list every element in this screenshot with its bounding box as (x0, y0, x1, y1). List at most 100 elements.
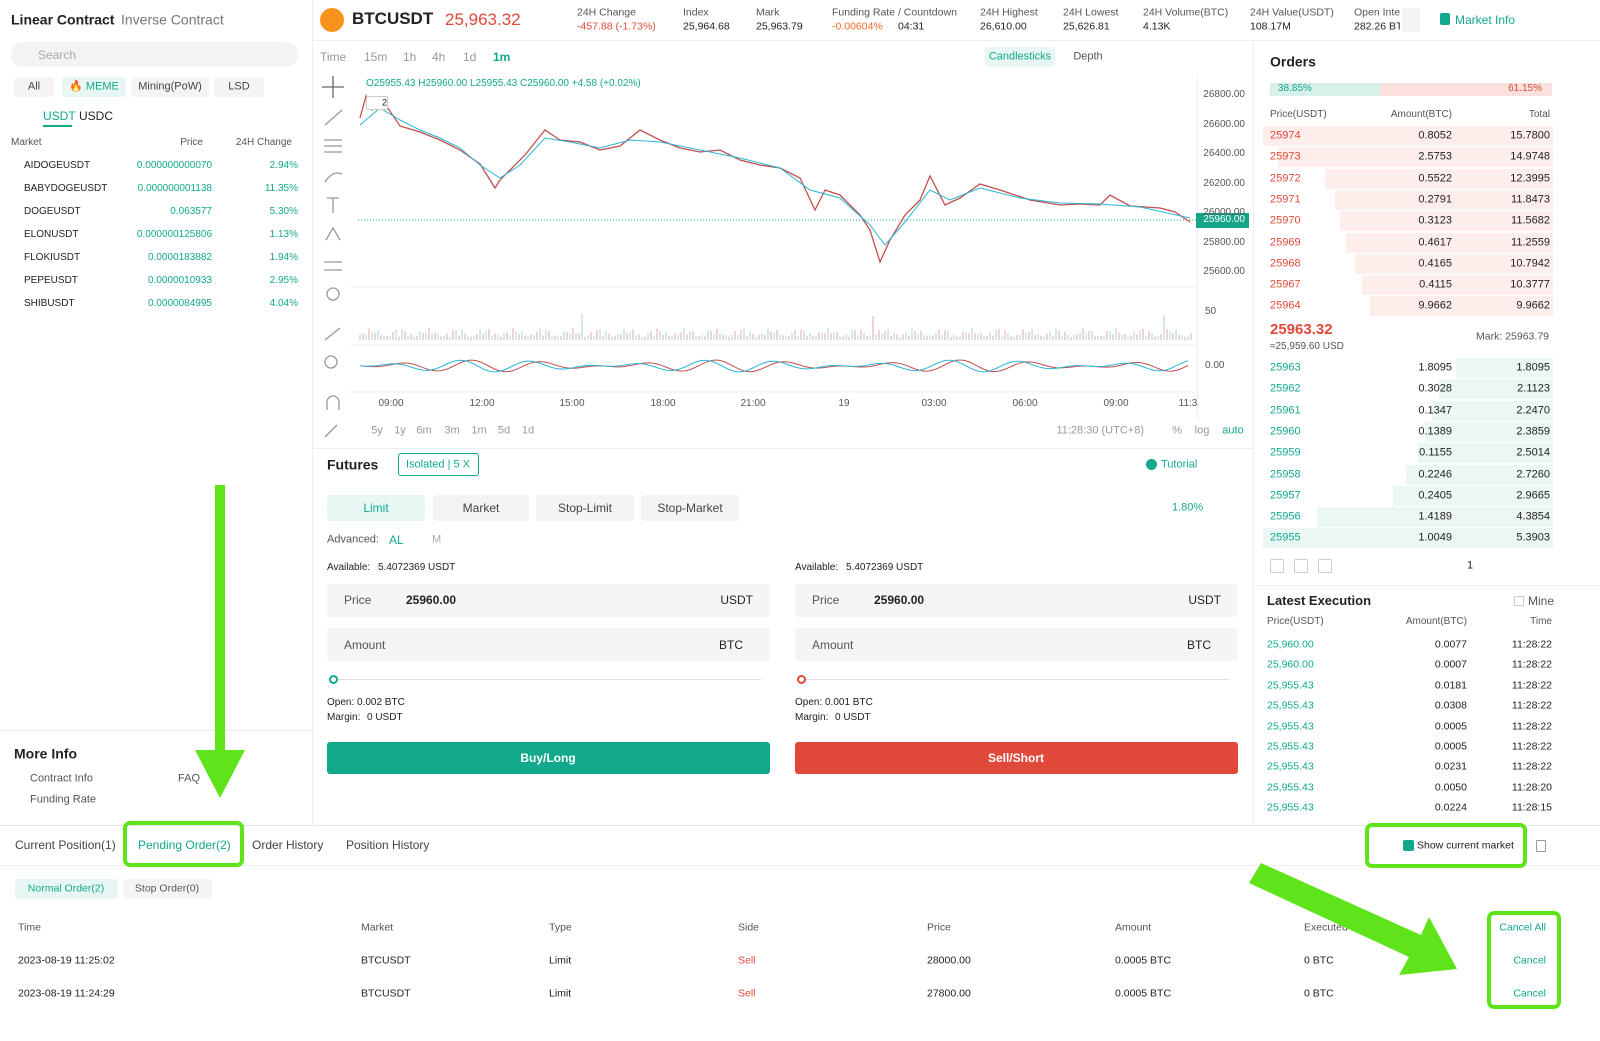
price-input[interactable] (795, 584, 1238, 617)
slider-track[interactable] (333, 679, 761, 680)
input-value[interactable]: 25960.00 (406, 592, 457, 607)
checkbox[interactable] (1403, 840, 1414, 851)
tab[interactable]: Order History (252, 837, 324, 852)
order-type[interactable]: Market (462, 500, 500, 515)
filter-chip[interactable] (14, 77, 54, 97)
layout-toggle[interactable] (1294, 559, 1308, 573)
book-price[interactable]: 25956 (1270, 510, 1301, 523)
range[interactable]: 3m (444, 424, 460, 437)
market-name[interactable]: ELONUSDT (24, 229, 79, 240)
range[interactable]: 1y (394, 424, 406, 437)
interval[interactable]: 1d (463, 49, 477, 64)
book-price[interactable]: 25955 (1270, 531, 1301, 544)
range[interactable]: 1d (521, 424, 535, 437)
order-type-tab[interactable] (433, 495, 529, 521)
link[interactable]: Tutorial (1161, 458, 1198, 471)
scale-option[interactable]: % (1172, 424, 1182, 437)
search-box[interactable] (11, 42, 298, 67)
book-price[interactable]: 25973 (1270, 150, 1301, 163)
filter[interactable]: Mining(PoW) (138, 80, 202, 93)
sub-tab-label[interactable]: Stop Order(0) (134, 882, 200, 895)
range[interactable]: 5y (371, 424, 383, 437)
layout-toggle[interactable] (1270, 559, 1284, 573)
menu[interactable]: Market Info (1455, 12, 1516, 27)
tab[interactable]: Inverse Contract (121, 11, 224, 28)
book-price[interactable]: 25969 (1270, 235, 1301, 248)
market-name[interactable]: AIDOGEUSDT (24, 160, 91, 171)
sub-tab[interactable] (15, 879, 118, 899)
checkbox-label[interactable]: Mine (1528, 593, 1555, 608)
book-price[interactable]: 25957 (1270, 489, 1301, 502)
range[interactable]: 6m (416, 424, 432, 437)
market-name[interactable]: SHIBUSDT (24, 298, 75, 309)
market-name[interactable]: PEPEUSDT (24, 275, 78, 286)
book-price[interactable]: 25962 (1270, 382, 1301, 395)
amount-input[interactable] (795, 628, 1238, 661)
view-toggle[interactable] (985, 47, 1055, 67)
margin-mode[interactable] (398, 453, 479, 476)
tab[interactable]: USDC (79, 108, 114, 123)
filter-chip[interactable] (214, 77, 264, 97)
sub-tab[interactable] (123, 879, 212, 899)
tab[interactable]: USDT (43, 108, 76, 123)
button-label[interactable]: Sell/Short (987, 750, 1045, 765)
view[interactable]: Depth (1073, 50, 1103, 63)
book-price[interactable]: 25964 (1270, 299, 1301, 312)
interval[interactable]: 1h (403, 49, 417, 64)
order-type[interactable]: Stop-Limit (557, 500, 613, 515)
market-name[interactable]: DOGEUSDT (24, 206, 81, 217)
button-label[interactable]: Buy/Long (520, 750, 576, 765)
scale-option[interactable]: auto (1222, 424, 1244, 437)
filter[interactable]: LSD (228, 80, 250, 93)
market-name[interactable]: FLOKIUSDT (24, 252, 81, 263)
order-button[interactable] (795, 742, 1238, 774)
cancel-all[interactable]: Cancel All (1499, 921, 1546, 934)
cancel-button[interactable]: Cancel (1513, 954, 1546, 967)
tab[interactable]: Pending Order(2) (138, 837, 231, 852)
book-price[interactable]: 25974 (1270, 129, 1301, 142)
order-type[interactable]: Limit (363, 500, 389, 515)
margin-mode-label[interactable]: Isolated | 5 X (405, 458, 471, 471)
cancel-button[interactable]: Cancel (1513, 987, 1546, 1000)
interval[interactable]: 15m (364, 49, 388, 64)
price-input[interactable] (327, 584, 770, 617)
symbol[interactable]: BTCUSDT (352, 8, 434, 28)
book-price[interactable]: 25961 (1270, 404, 1301, 416)
checkbox[interactable] (1514, 596, 1524, 606)
order-button[interactable] (327, 742, 770, 774)
slider-handle[interactable] (329, 675, 338, 684)
order-type-tab[interactable] (327, 495, 425, 521)
filter[interactable]: All (27, 80, 41, 93)
option[interactable]: AL (389, 532, 404, 547)
icon[interactable] (1536, 840, 1546, 852)
precision-select[interactable]: 1 (1467, 559, 1474, 572)
book-price[interactable]: 25968 (1270, 257, 1301, 270)
indicator-toggle[interactable] (366, 96, 388, 110)
interval[interactable]: Time (320, 49, 347, 64)
layout-toggle[interactable] (1318, 559, 1332, 573)
option[interactable]: M (432, 533, 442, 546)
slider-handle[interactable] (797, 675, 806, 684)
book-price[interactable]: 25963 (1270, 361, 1301, 374)
tab[interactable]: Current Position(1) (15, 837, 116, 852)
view[interactable]: Candlesticks (988, 50, 1052, 63)
book-price[interactable]: 25971 (1270, 193, 1301, 206)
search-placeholder[interactable]: Search (38, 47, 77, 62)
book-price[interactable]: 25960 (1270, 425, 1301, 438)
range[interactable]: 1m (471, 424, 487, 437)
input-value[interactable]: 25960.00 (874, 592, 925, 607)
scale-option[interactable]: log (1194, 424, 1210, 437)
book-price[interactable]: 25967 (1270, 278, 1301, 291)
range[interactable]: 5d (497, 424, 511, 437)
scroll-button[interactable] (1402, 8, 1420, 32)
link[interactable]: FAQ (178, 772, 201, 785)
amount-input[interactable] (327, 628, 770, 661)
tab[interactable]: Linear Contract (11, 11, 115, 28)
book-price[interactable]: 25970 (1270, 214, 1301, 227)
book-price[interactable]: 25972 (1270, 172, 1301, 184)
tab[interactable]: Position History (346, 837, 430, 852)
slider-track[interactable] (801, 679, 1229, 680)
filter[interactable]: 🔥 MEME (69, 80, 119, 93)
link[interactable]: Funding Rate (30, 793, 97, 806)
book-price[interactable]: 25958 (1270, 467, 1301, 480)
